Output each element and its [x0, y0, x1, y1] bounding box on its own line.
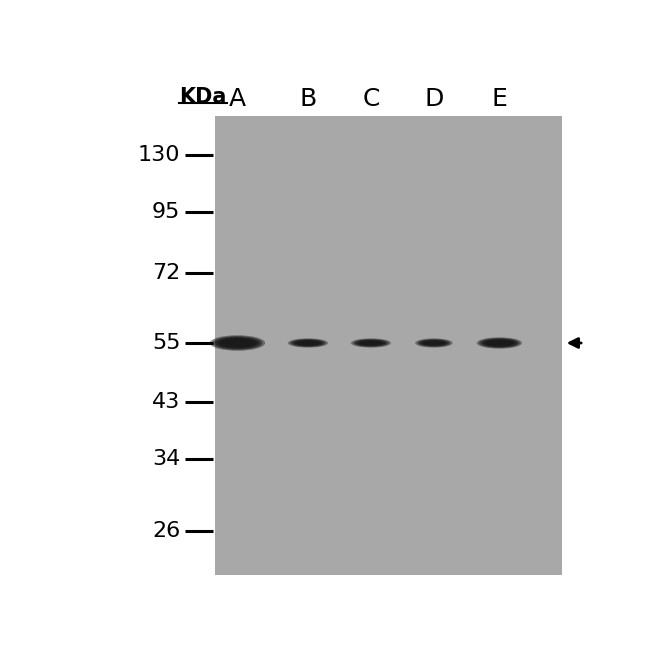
Bar [214, 116, 562, 575]
Text: KDa: KDa [179, 87, 227, 107]
Ellipse shape [422, 341, 445, 345]
Ellipse shape [419, 339, 449, 347]
Text: C: C [362, 88, 380, 111]
Text: 34: 34 [152, 449, 181, 469]
Ellipse shape [213, 337, 263, 350]
Ellipse shape [210, 335, 265, 351]
Ellipse shape [479, 338, 520, 348]
Ellipse shape [294, 340, 322, 346]
Text: D: D [424, 88, 443, 111]
Ellipse shape [290, 339, 326, 347]
Ellipse shape [221, 339, 254, 347]
Ellipse shape [288, 339, 328, 348]
Ellipse shape [424, 341, 444, 345]
Ellipse shape [351, 339, 391, 348]
Ellipse shape [417, 339, 451, 347]
Text: 55: 55 [152, 333, 181, 353]
Ellipse shape [421, 340, 447, 346]
Ellipse shape [484, 339, 515, 347]
Ellipse shape [222, 341, 253, 346]
Text: A: A [229, 88, 246, 111]
Ellipse shape [486, 340, 513, 346]
Ellipse shape [355, 339, 387, 347]
Text: B: B [299, 88, 317, 111]
Text: 130: 130 [138, 145, 181, 165]
Ellipse shape [415, 339, 453, 348]
Text: 26: 26 [152, 521, 181, 541]
Ellipse shape [297, 341, 319, 345]
Ellipse shape [487, 341, 512, 345]
Ellipse shape [476, 337, 522, 349]
Text: 95: 95 [152, 201, 181, 221]
Ellipse shape [296, 341, 320, 345]
Text: E: E [491, 88, 507, 111]
Ellipse shape [357, 340, 385, 346]
Ellipse shape [481, 339, 517, 347]
Text: 72: 72 [152, 264, 181, 284]
Text: 43: 43 [152, 392, 181, 412]
Ellipse shape [215, 337, 259, 349]
Ellipse shape [353, 339, 389, 347]
Ellipse shape [359, 341, 383, 345]
Ellipse shape [218, 338, 257, 348]
Ellipse shape [360, 341, 382, 345]
Ellipse shape [292, 339, 324, 347]
